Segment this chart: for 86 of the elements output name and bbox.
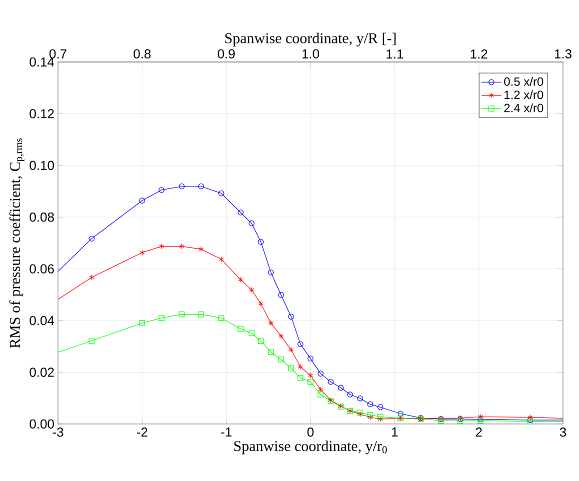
point — [258, 338, 264, 344]
x2-axis-title: Spanwise coordinate, y/R [-] — [225, 32, 396, 46]
x2-tick-label: 0.7 — [49, 49, 66, 58]
point — [298, 375, 304, 381]
x-tick-label: 3 — [560, 428, 566, 437]
point — [528, 414, 533, 420]
point — [328, 378, 334, 385]
legend-label: 2.4 x/r0 — [504, 103, 544, 112]
point — [398, 410, 404, 417]
point — [158, 243, 164, 250]
x2-tick-label: 1.2 — [470, 49, 488, 58]
point — [89, 274, 94, 280]
x-axis-title: Spanwise coordinate, y/r$_{0}$ — [234, 440, 387, 454]
point — [318, 392, 324, 398]
point — [368, 414, 373, 420]
y-tick-label: 0.00 — [30, 419, 54, 429]
x2-tick-label: 0.9 — [218, 49, 235, 58]
point — [140, 250, 145, 256]
x2-tick-label: 0.8 — [134, 49, 151, 58]
y-tick-label: 0.14 — [30, 57, 54, 67]
point — [268, 320, 274, 326]
y-tick-label: 0.02 — [30, 368, 54, 377]
y-tick-label: 0.10 — [30, 160, 54, 170]
legend-label: 0.5 x/r0 — [504, 77, 544, 86]
x-tick-label: -3 — [52, 428, 64, 437]
point — [238, 210, 244, 216]
point — [288, 346, 294, 353]
x-tick-label: -2 — [136, 428, 148, 437]
point — [278, 292, 284, 298]
x-tick-label: 0 — [307, 428, 314, 437]
point — [367, 401, 374, 408]
point — [88, 338, 95, 344]
point — [218, 256, 224, 262]
x-tick-label: 2 — [476, 428, 482, 437]
point — [318, 370, 324, 376]
x2-tick-label: 1.1 — [386, 50, 404, 58]
point — [298, 364, 303, 370]
point — [198, 246, 204, 252]
point — [268, 349, 274, 356]
y-tick-label: 0.12 — [30, 109, 54, 118]
point — [238, 276, 244, 283]
point — [218, 190, 224, 196]
point — [198, 311, 204, 318]
point — [318, 386, 324, 392]
point — [288, 365, 294, 372]
x-tick-label: -1 — [221, 428, 232, 436]
point — [248, 330, 254, 336]
y-tick-label: 0.04 — [30, 316, 54, 326]
point — [198, 183, 204, 190]
point — [158, 187, 164, 193]
x-tick-label: 1 — [392, 428, 398, 436]
point — [278, 333, 284, 339]
x2-tick-label: 1.3 — [554, 49, 572, 58]
point — [478, 414, 484, 420]
point — [377, 414, 384, 420]
point — [298, 341, 304, 347]
point — [179, 243, 184, 250]
point — [218, 315, 224, 321]
point — [278, 356, 284, 362]
point — [308, 372, 314, 378]
y-axis-title: RMS of pressure coefficient, C$_{p,rms}$ — [9, 138, 24, 348]
y-tick-label: 0.08 — [30, 212, 54, 222]
point — [158, 315, 164, 321]
point — [178, 311, 185, 318]
point — [377, 404, 384, 410]
point — [258, 239, 264, 245]
point — [139, 198, 146, 204]
point — [338, 384, 344, 391]
point — [238, 326, 244, 332]
point — [268, 270, 274, 276]
point — [347, 392, 353, 398]
y-tick-label: 0.06 — [30, 264, 54, 274]
point — [258, 300, 264, 307]
point — [288, 314, 294, 320]
point — [88, 236, 95, 242]
x2-tick-label: 1.0 — [302, 49, 320, 58]
point — [139, 320, 146, 326]
legend-label: 1.2 x/r0 — [504, 90, 544, 100]
point — [178, 183, 185, 190]
point — [248, 220, 254, 226]
point — [357, 395, 364, 402]
point — [308, 378, 314, 385]
point — [378, 416, 383, 422]
point — [367, 412, 374, 418]
point — [308, 356, 314, 362]
point — [249, 286, 254, 293]
